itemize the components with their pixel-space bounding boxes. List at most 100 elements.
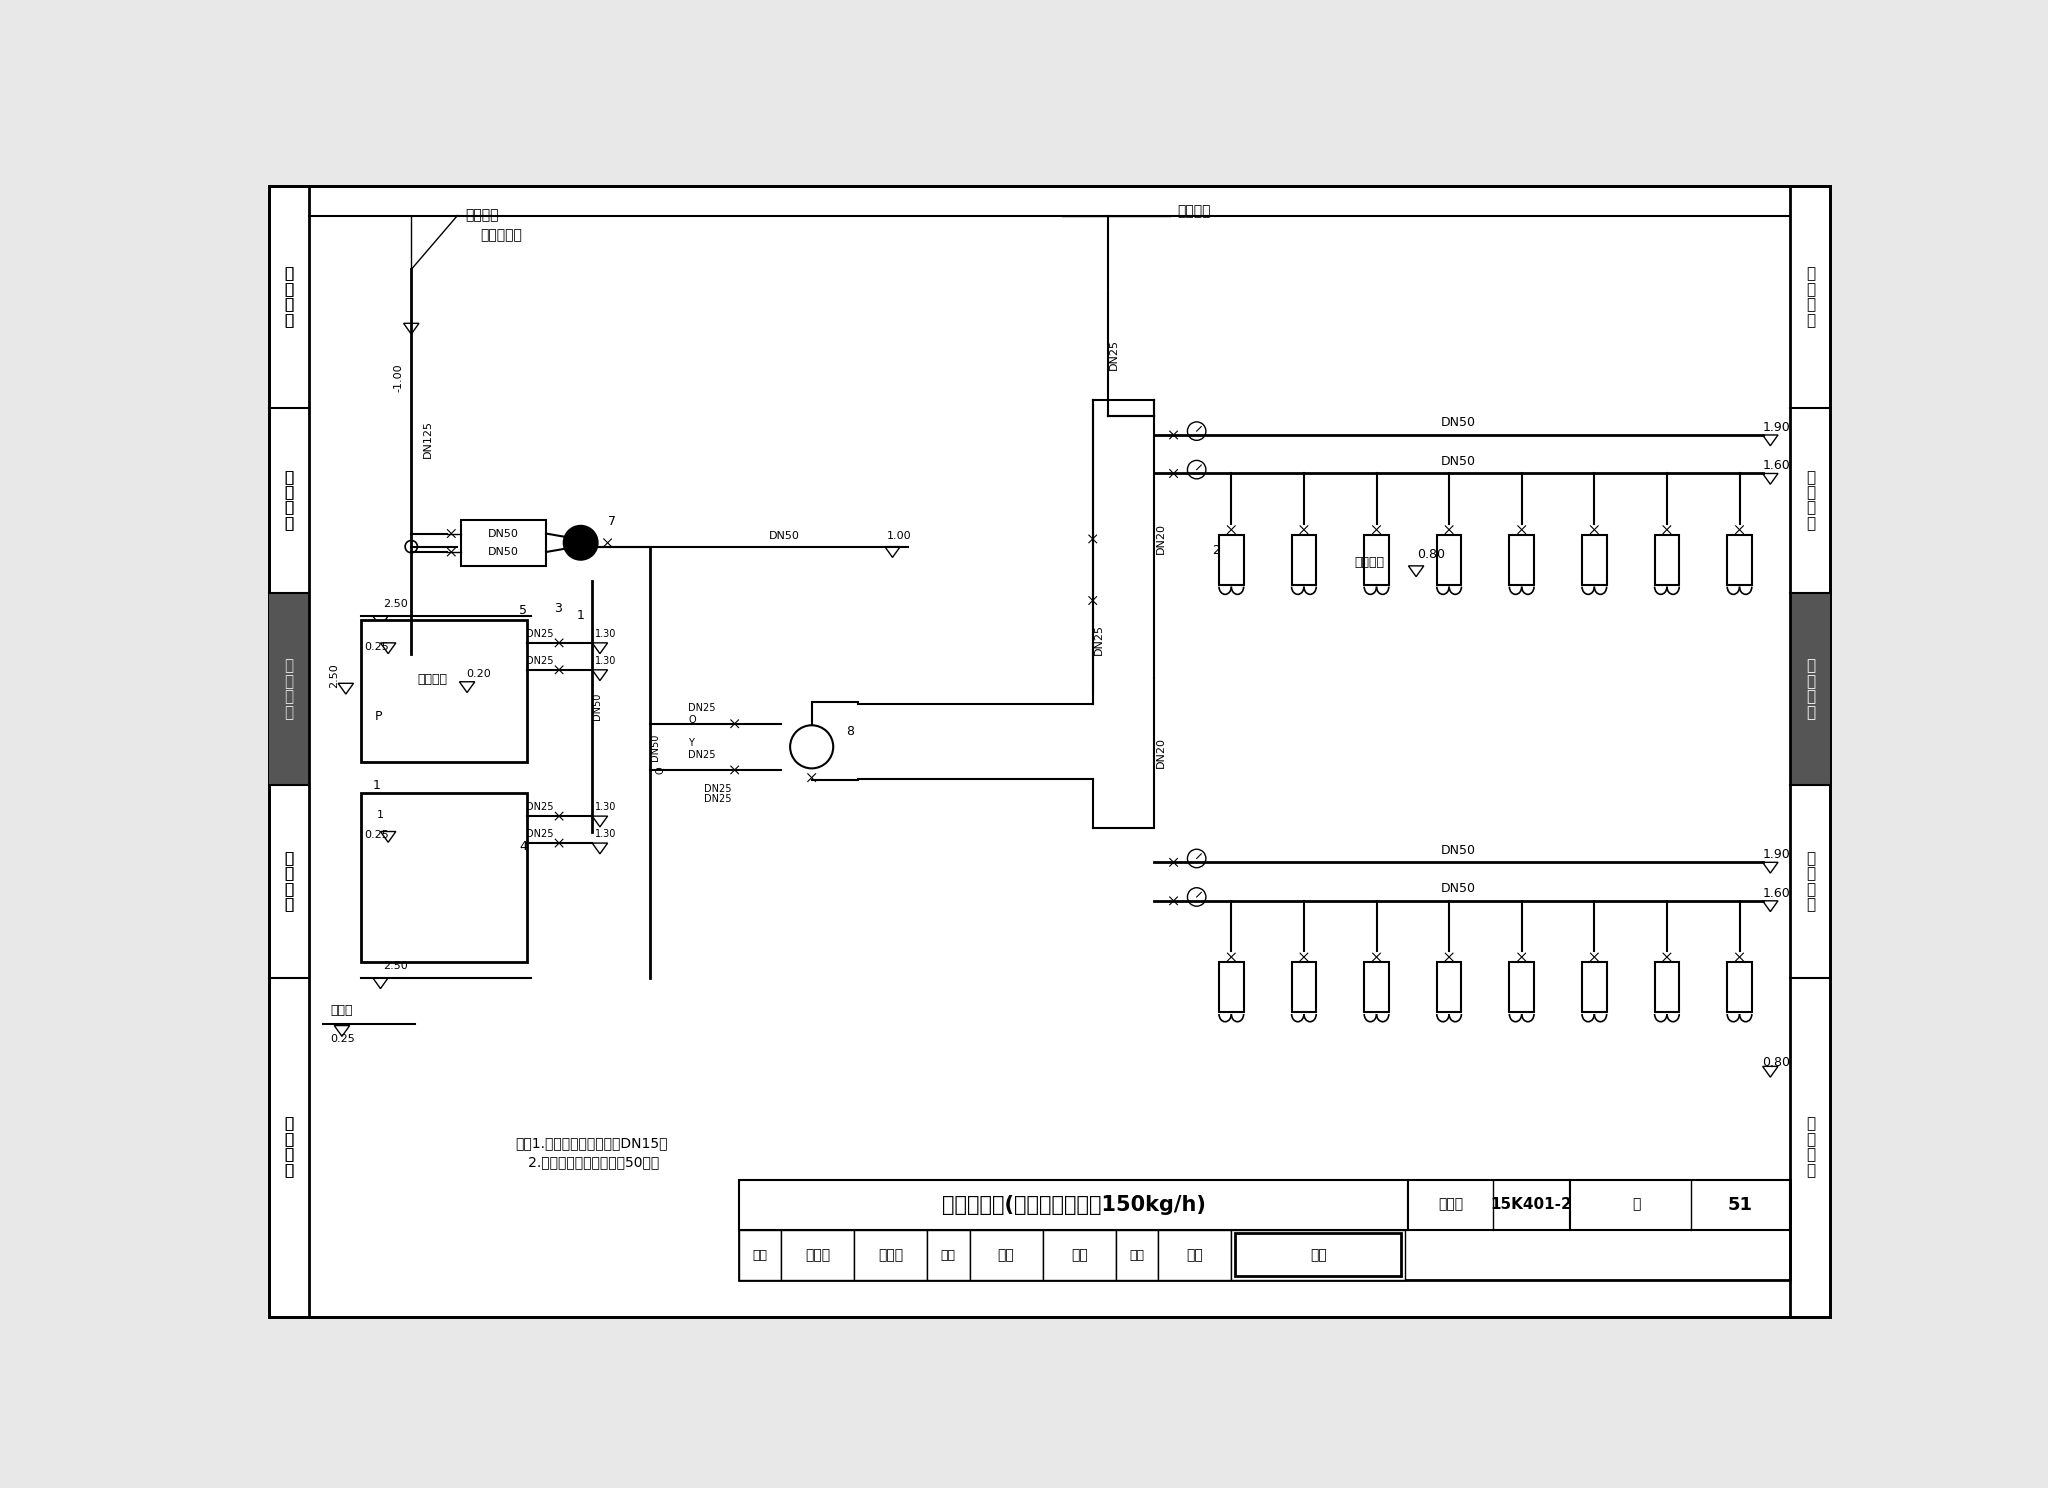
Text: 0.20: 0.20 <box>467 670 492 679</box>
Text: 控: 控 <box>285 882 293 897</box>
Bar <box>739 1229 780 1280</box>
Text: 室内地面: 室内地面 <box>418 673 446 686</box>
Text: 气: 气 <box>1806 689 1815 704</box>
Text: 工: 工 <box>285 485 293 500</box>
Polygon shape <box>381 643 395 653</box>
Text: DN50: DN50 <box>649 734 659 760</box>
Bar <box>1219 963 1243 1012</box>
Text: Y: Y <box>688 738 694 748</box>
Bar <box>1292 536 1317 585</box>
Bar <box>739 1180 1790 1280</box>
Text: 说: 说 <box>285 298 293 312</box>
Text: 气: 气 <box>285 689 293 704</box>
Text: 1: 1 <box>377 809 383 820</box>
Text: 室内地面: 室内地面 <box>1354 555 1384 568</box>
Text: 审核: 审核 <box>752 1248 768 1262</box>
Polygon shape <box>1763 863 1778 873</box>
Text: 例: 例 <box>1806 1162 1815 1178</box>
Text: 4: 4 <box>518 841 526 854</box>
Polygon shape <box>1763 1067 1778 1077</box>
Text: DN125: DN125 <box>422 420 432 458</box>
Text: 液: 液 <box>285 659 293 674</box>
Polygon shape <box>373 616 389 626</box>
Circle shape <box>1188 423 1206 440</box>
Bar <box>969 1229 1042 1280</box>
Text: 气: 气 <box>285 689 293 704</box>
Text: DN50: DN50 <box>1442 417 1477 429</box>
Bar <box>1292 963 1317 1012</box>
Text: 1.90: 1.90 <box>1763 848 1790 862</box>
Bar <box>1231 1229 1405 1280</box>
Text: DN25: DN25 <box>705 795 731 804</box>
Text: 制: 制 <box>285 897 293 912</box>
Polygon shape <box>381 832 395 842</box>
Text: 制: 制 <box>1806 897 1815 912</box>
Text: 排污管: 排污管 <box>330 1004 352 1016</box>
Text: 电: 电 <box>1806 851 1815 866</box>
Text: 化: 化 <box>285 674 293 689</box>
Circle shape <box>1188 850 1206 868</box>
Text: 实: 实 <box>1806 1147 1815 1162</box>
Polygon shape <box>1763 434 1778 446</box>
Text: 站: 站 <box>1806 705 1815 720</box>
Text: DN25: DN25 <box>526 628 553 638</box>
Bar <box>1509 536 1534 585</box>
Bar <box>1116 1229 1159 1280</box>
Bar <box>1438 536 1462 585</box>
Text: 1.90: 1.90 <box>1763 421 1790 434</box>
Text: 陈雷: 陈雷 <box>1186 1248 1202 1262</box>
Bar <box>928 1229 969 1280</box>
Polygon shape <box>373 978 389 988</box>
Bar <box>1509 963 1534 1012</box>
Text: P: P <box>375 710 383 723</box>
Text: 段洁仪: 段洁仪 <box>805 1248 829 1262</box>
Polygon shape <box>338 683 354 693</box>
Text: 说: 说 <box>1806 298 1815 312</box>
Text: DN25: DN25 <box>1110 339 1120 369</box>
Bar <box>1581 963 1606 1012</box>
Text: 接至室外: 接至室外 <box>1178 205 1210 219</box>
Text: 1.30: 1.30 <box>596 628 616 638</box>
Text: 1.30: 1.30 <box>596 802 616 812</box>
Bar <box>360 620 526 762</box>
Text: 明: 明 <box>285 312 293 327</box>
Text: Q: Q <box>655 766 666 774</box>
Polygon shape <box>885 546 901 558</box>
Text: DN50: DN50 <box>1442 882 1477 894</box>
Text: 校对: 校对 <box>940 1248 956 1262</box>
Text: 0.25: 0.25 <box>365 641 389 652</box>
Text: 实: 实 <box>285 1147 293 1162</box>
Text: 气: 气 <box>285 866 293 881</box>
Text: 气: 气 <box>285 866 293 881</box>
Bar <box>1409 1180 1571 1229</box>
Text: 设计: 设计 <box>1130 1248 1145 1262</box>
Circle shape <box>406 540 418 552</box>
Text: 1.30: 1.30 <box>596 829 616 839</box>
Text: 液: 液 <box>1806 659 1815 674</box>
Bar <box>1790 592 1831 786</box>
Polygon shape <box>459 682 475 692</box>
Polygon shape <box>1763 900 1778 912</box>
Text: 程: 程 <box>1806 1132 1815 1147</box>
Text: DN25: DN25 <box>526 656 553 665</box>
Text: DN25: DN25 <box>688 704 717 713</box>
Text: 2.50: 2.50 <box>330 664 340 687</box>
Text: 0.80: 0.80 <box>1763 1056 1790 1068</box>
Text: 制: 制 <box>285 897 293 912</box>
Text: 王峰: 王峰 <box>997 1248 1014 1262</box>
Text: 5: 5 <box>518 604 526 618</box>
Text: DN25: DN25 <box>526 829 553 839</box>
Polygon shape <box>403 323 420 335</box>
Text: 装: 装 <box>285 516 293 531</box>
Text: 明: 明 <box>1806 312 1815 327</box>
Text: 2.50: 2.50 <box>383 600 408 610</box>
Text: 施: 施 <box>1806 470 1815 485</box>
Text: 例: 例 <box>285 1162 293 1178</box>
Text: 站: 站 <box>285 705 293 720</box>
Text: 15K401-2: 15K401-2 <box>1491 1196 1573 1213</box>
Polygon shape <box>1409 565 1423 577</box>
Text: DN20: DN20 <box>1155 524 1165 555</box>
Polygon shape <box>1763 473 1778 484</box>
Text: 2: 2 <box>1212 545 1221 557</box>
Text: 安: 安 <box>1806 500 1815 516</box>
